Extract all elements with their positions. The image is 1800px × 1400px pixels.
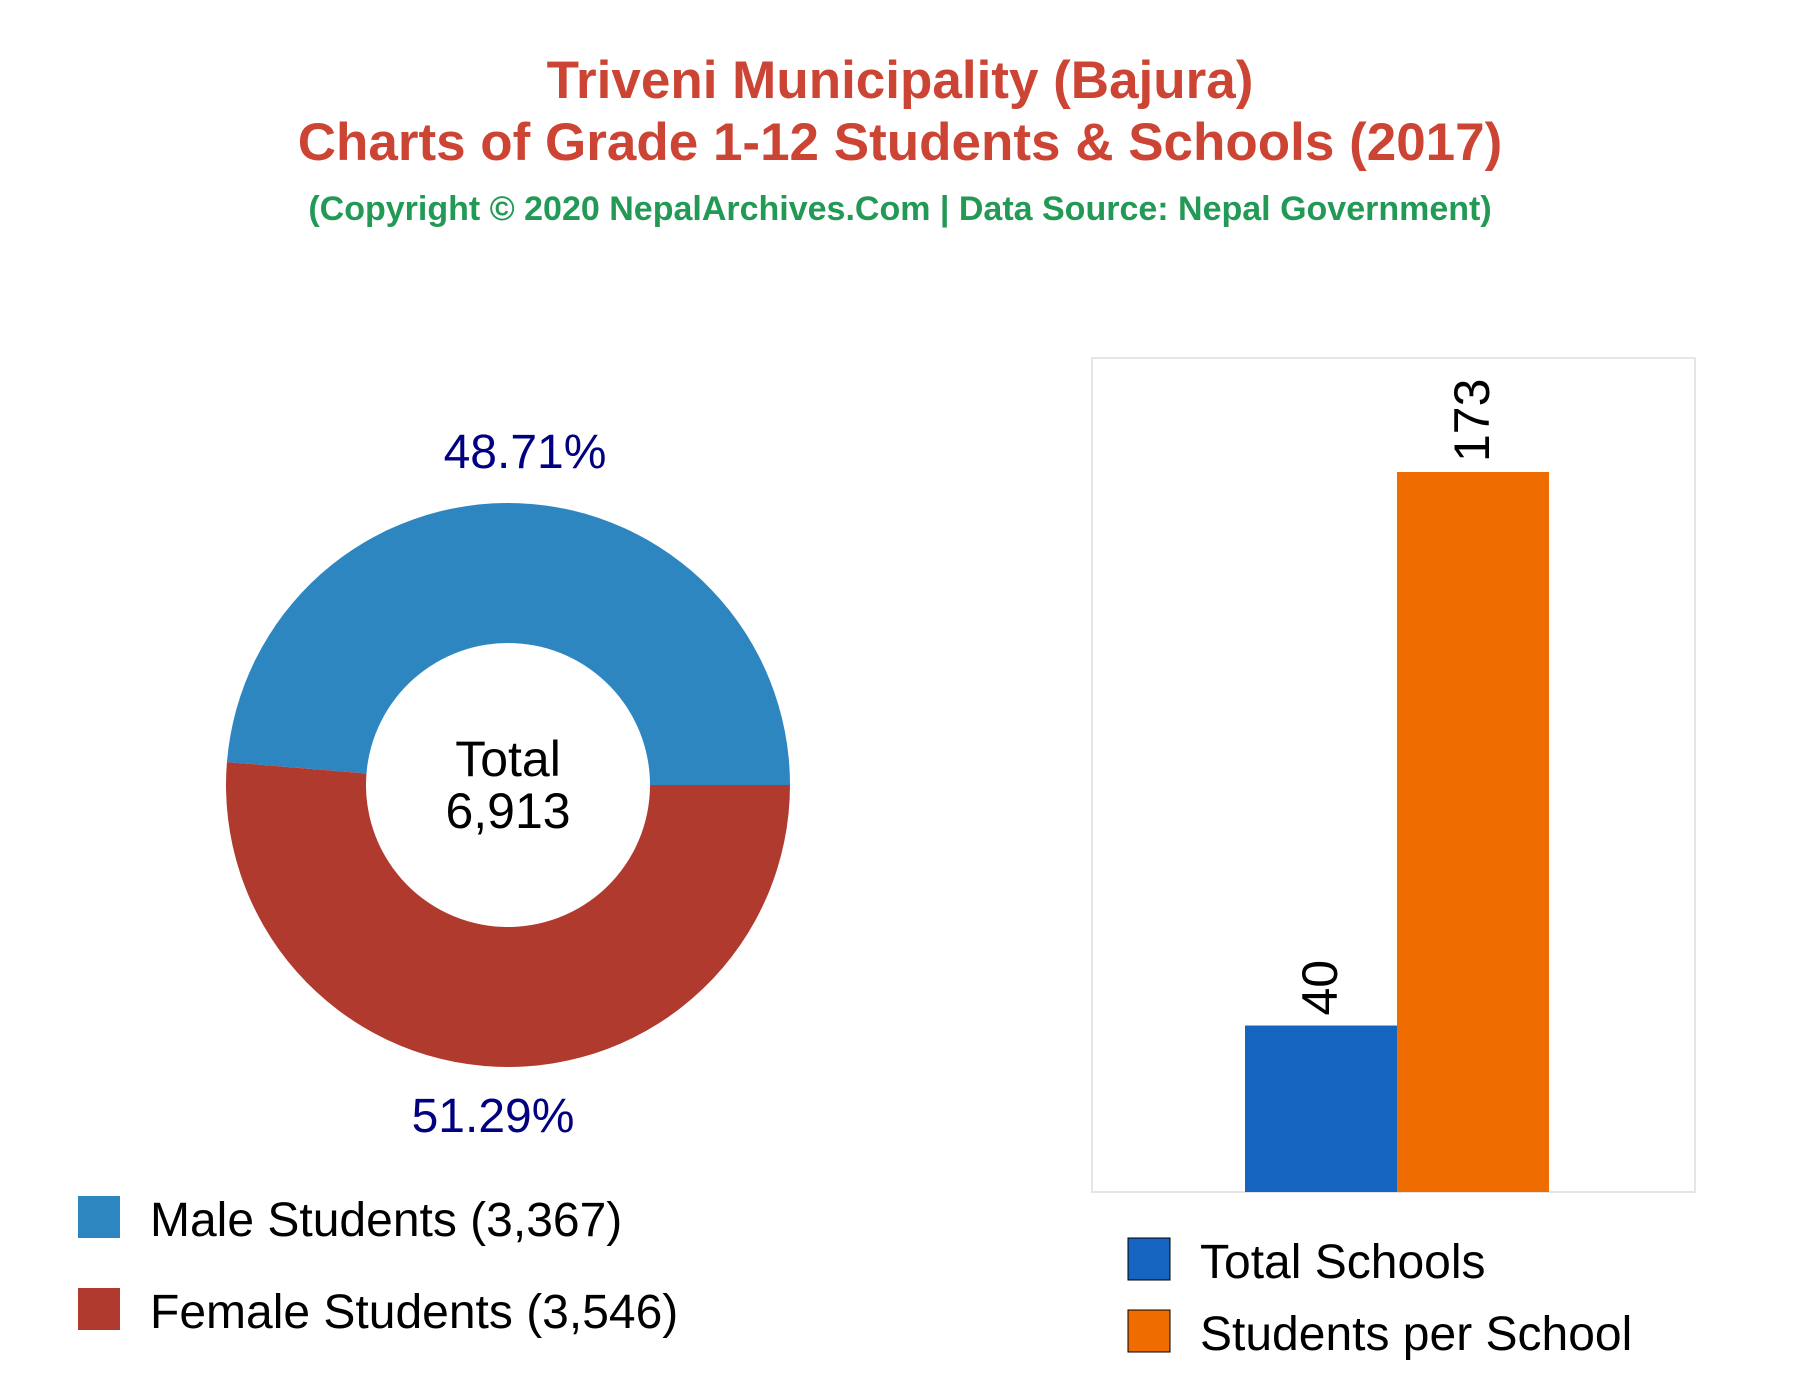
legend-swatch-total-schools (1127, 1237, 1171, 1281)
legend-label-students-per-school: Students per School (1200, 1308, 1632, 1361)
chart-title-line2: Charts of Grade 1-12 Students & Schools … (297, 113, 1503, 172)
donut-chart: 48.71% 51.29% Total 6,913 (226, 426, 791, 1143)
legend-swatch-students-per-school (1127, 1309, 1171, 1353)
donut-slice-male (226, 503, 791, 785)
donut-male-percent-label: 48.71% (444, 426, 607, 479)
bar-students-per-school (1397, 472, 1549, 1192)
chart-title-line1: Triveni Municipality (Bajura) (546, 51, 1254, 110)
bar-label-students-per-school: 173 (1444, 379, 1500, 462)
bar-total-schools (1245, 1025, 1397, 1192)
legend-swatch-female (78, 1288, 120, 1330)
legend-label-female: Female Students (3,546) (150, 1286, 678, 1339)
bar-legend: Total Schools Students per School (1127, 1236, 1632, 1361)
legend-swatch-male (78, 1196, 120, 1238)
donut-female-percent-label: 51.29% (412, 1090, 575, 1143)
legend-label-total-schools: Total Schools (1200, 1236, 1486, 1289)
donut-center-value: 6,913 (445, 783, 570, 839)
bar-chart: 40 173 (1091, 357, 1696, 1193)
donut-slice-female (226, 762, 791, 1068)
legend-label-male: Male Students (3,367) (150, 1194, 622, 1247)
donut-legend: Male Students (3,367) Female Students (3… (78, 1194, 678, 1339)
chart-subtitle: (Copyright © 2020 NepalArchives.Com | Da… (308, 190, 1492, 228)
donut-center-label: Total (455, 731, 561, 787)
bar-label-total-schools: 40 (1292, 960, 1348, 1016)
